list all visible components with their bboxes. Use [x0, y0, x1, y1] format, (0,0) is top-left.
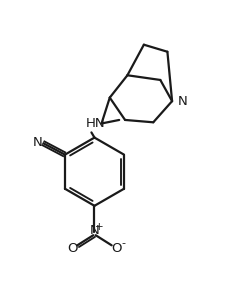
Text: +: +	[95, 222, 104, 232]
Text: N: N	[178, 95, 188, 108]
Text: O: O	[112, 242, 122, 255]
Text: HN: HN	[86, 117, 105, 130]
Text: O: O	[67, 242, 77, 255]
Text: N: N	[33, 136, 43, 149]
Text: -: -	[121, 238, 125, 248]
Text: N: N	[90, 224, 99, 237]
